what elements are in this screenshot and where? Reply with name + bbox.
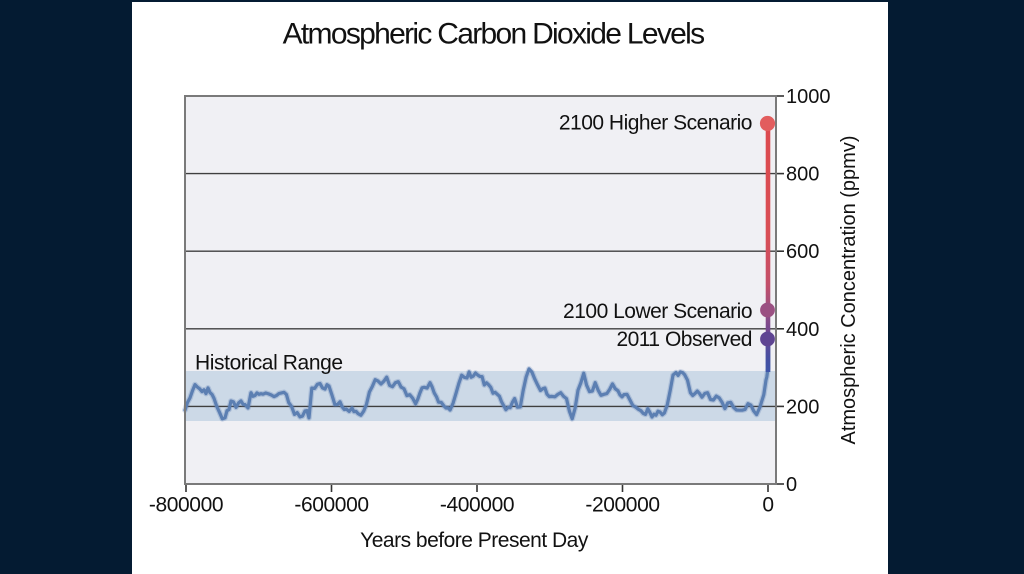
svg-text:-400000: -400000 [440, 494, 514, 517]
svg-text:400: 400 [786, 319, 819, 341]
svg-text:Historical Range: Historical Range [195, 352, 343, 375]
svg-text:2100 Lower Scenario: 2100 Lower Scenario [563, 300, 752, 323]
svg-text:Atmospheric Carbon Dioxide Lev: Atmospheric Carbon Dioxide Levels [283, 18, 704, 51]
svg-text:-200000: -200000 [585, 494, 659, 517]
svg-text:800: 800 [786, 164, 819, 186]
svg-text:0: 0 [786, 474, 797, 496]
svg-text:-800000: -800000 [149, 494, 223, 517]
svg-text:Atmospheric Concentration (ppm: Atmospheric Concentration (ppmv) [838, 135, 860, 444]
svg-text:200: 200 [786, 396, 819, 418]
svg-text:2100 Higher Scenario: 2100 Higher Scenario [559, 112, 752, 135]
svg-text:0: 0 [762, 494, 773, 517]
svg-text:600: 600 [786, 241, 819, 263]
svg-text:Years before Present Day: Years before Present Day [360, 529, 589, 552]
svg-text:-600000: -600000 [294, 494, 368, 517]
svg-text:1000: 1000 [786, 86, 831, 108]
svg-text:2011 Observed: 2011 Observed [616, 328, 752, 351]
